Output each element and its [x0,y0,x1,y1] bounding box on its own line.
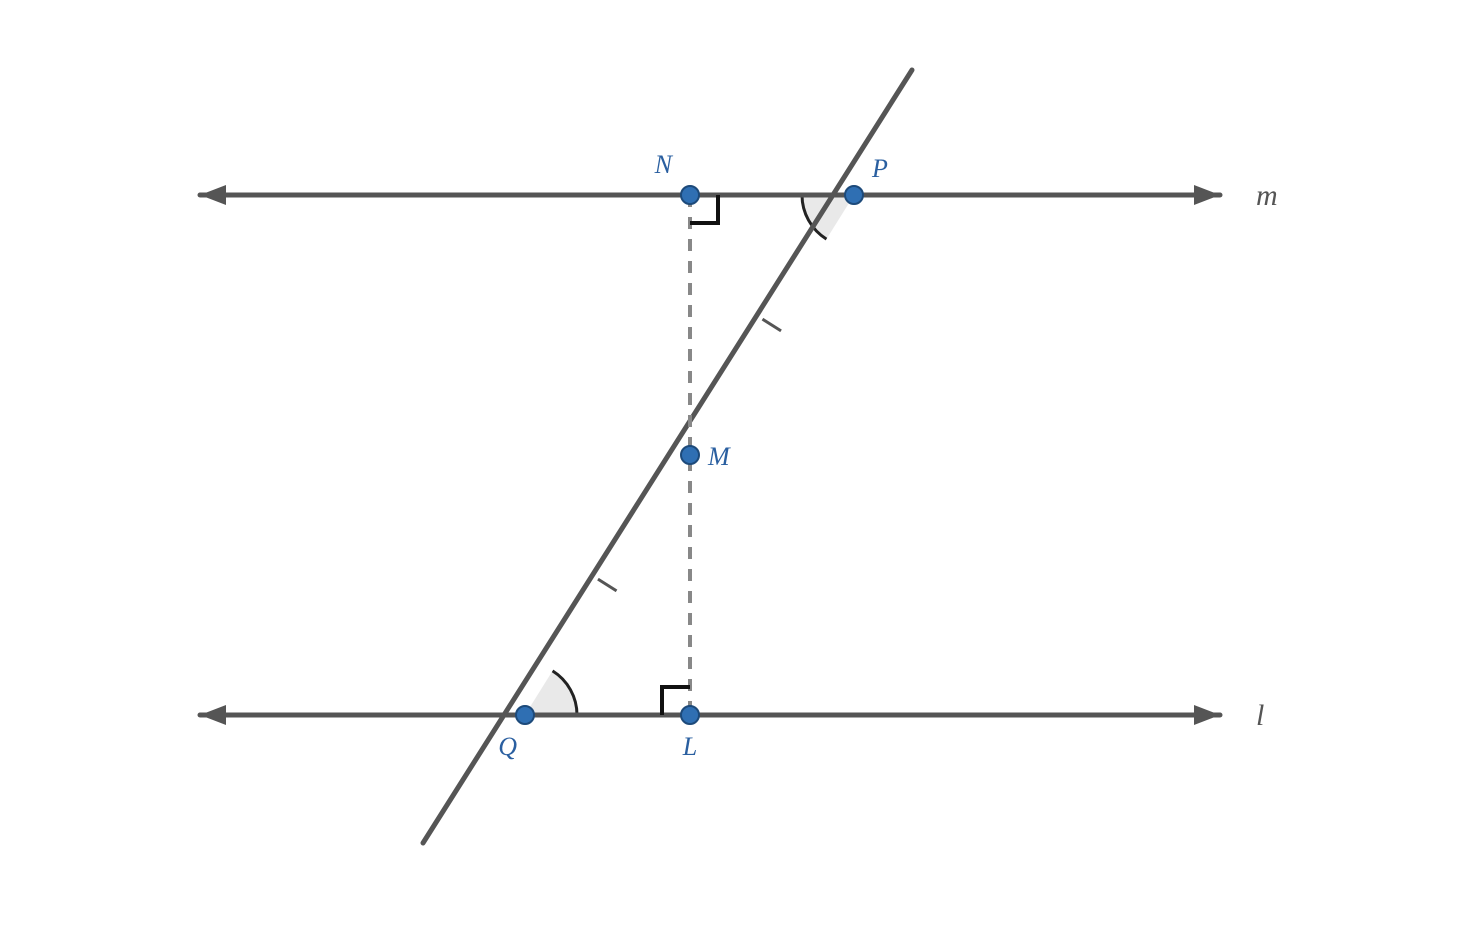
point-label-Q: Q [498,732,517,761]
arrowhead [1194,185,1220,205]
arrowhead [200,705,226,725]
point-label-N: N [654,150,674,179]
point-label-M: M [707,442,731,471]
point-P [845,186,863,204]
point-label-L: L [682,732,697,761]
tick-MQ [598,579,617,591]
transversal [423,70,912,843]
point-label-P: P [871,154,888,183]
line-m-label: m [1256,179,1278,212]
point-L [681,706,699,724]
line-l-label: l [1256,699,1264,732]
arrowhead [200,185,226,205]
point-M [681,446,699,464]
point-N [681,186,699,204]
point-Q [516,706,534,724]
angle-Q-fill [525,671,577,715]
arrowhead [1194,705,1220,725]
geometry-diagram: m l N P M Q L [0,0,1478,940]
tick-MP [762,319,781,331]
